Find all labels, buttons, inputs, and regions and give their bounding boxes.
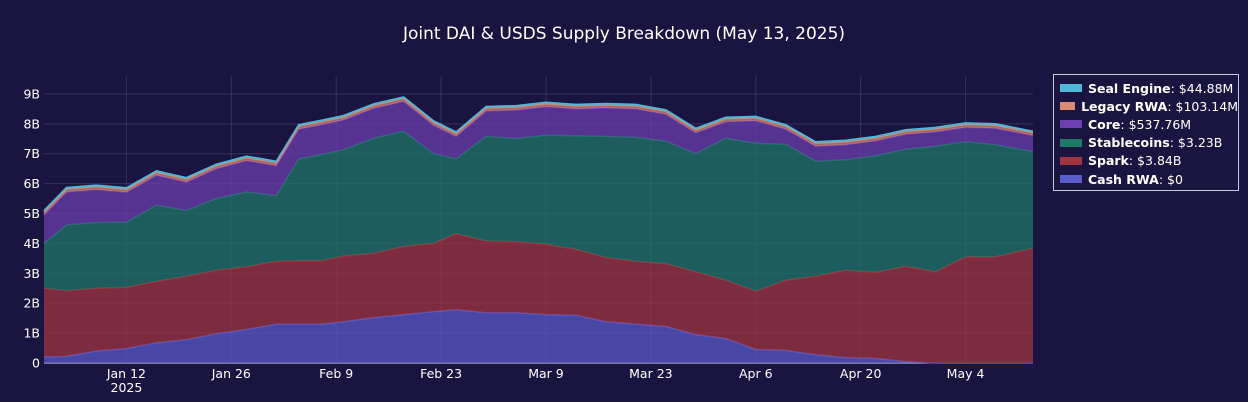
chart-title: Joint DAI & USDS Supply Breakdown (May 1…	[402, 24, 846, 44]
area-seal-engine	[44, 96, 1033, 212]
line-seal-engine	[43, 96, 1034, 212]
y-tick-label: 8B	[23, 116, 40, 131]
x-tick-label: Mar 23	[629, 366, 672, 381]
y-tick-label: 4B	[23, 236, 40, 251]
y-tick-label: 1B	[23, 326, 40, 341]
y-tick-label: 0	[32, 356, 40, 371]
x-tick-label: Jan 12	[106, 366, 146, 381]
legend-item-spark[interactable]: Spark: $3.84B	[1060, 152, 1238, 170]
area-cash-rwa	[44, 309, 1033, 363]
x-tick-sublabel: 2025	[111, 380, 143, 395]
legend-swatch	[1060, 102, 1076, 111]
legend-item-seal-engine[interactable]: Seal Engine: $44.88M	[1060, 79, 1238, 97]
area-spark	[44, 233, 1033, 363]
legend-series-name: Cash RWA	[1088, 171, 1159, 187]
x-tick-label: Jan 26	[211, 366, 251, 381]
y-tick-label: 3B	[23, 266, 40, 281]
legend-series-value: : $3.84B	[1128, 153, 1182, 169]
legend-series-value: : $0	[1158, 171, 1183, 187]
y-tick-label: 6B	[23, 176, 40, 191]
area-legacy-rwa	[44, 98, 1033, 215]
legend-item-cash-rwa[interactable]: Cash RWA: $0	[1060, 170, 1238, 188]
legend-swatch	[1060, 84, 1082, 93]
legend-item-stablecoins[interactable]: Stablecoins: $3.23B	[1060, 134, 1238, 152]
legend-series-value: : $103.14M	[1167, 98, 1238, 114]
x-tick-label: Feb 9	[319, 366, 353, 381]
x-tick-label: Apr 6	[739, 366, 773, 381]
legend-item-core[interactable]: Core: $537.76M	[1060, 115, 1238, 133]
y-tick-label: 5B	[23, 206, 40, 221]
legend-item-legacy-rwa[interactable]: Legacy RWA: $103.14M	[1060, 97, 1238, 115]
legend-series-name: Seal Engine	[1088, 80, 1171, 96]
area-core	[44, 101, 1033, 244]
x-tick-label: Mar 9	[528, 366, 564, 381]
legend-swatch	[1060, 120, 1082, 129]
legend-series-value: : $3.23B	[1169, 135, 1223, 151]
legend-series-value: : $44.88M	[1170, 80, 1234, 96]
legend-series-name: Core	[1088, 116, 1121, 132]
legend-swatch	[1060, 175, 1082, 184]
legend-series-name: Spark	[1088, 153, 1129, 169]
y-tick-label: 2B	[23, 296, 40, 311]
legend-swatch	[1060, 138, 1082, 147]
y-tick-label: 7B	[23, 146, 40, 161]
x-tick-label: Apr 20	[840, 366, 882, 381]
chart-legend: Seal Engine: $44.88M Legacy RWA: $103.14M…	[1053, 74, 1239, 191]
legend-series-name: Stablecoins	[1088, 135, 1170, 151]
y-tick-label: 9B	[23, 86, 40, 101]
x-tick-label: May 4	[947, 366, 985, 381]
legend-series-value: : $537.76M	[1120, 116, 1192, 132]
x-tick-label: Feb 23	[420, 366, 462, 381]
legend-series-name: Legacy RWA	[1081, 98, 1168, 114]
legend-swatch	[1060, 156, 1082, 165]
